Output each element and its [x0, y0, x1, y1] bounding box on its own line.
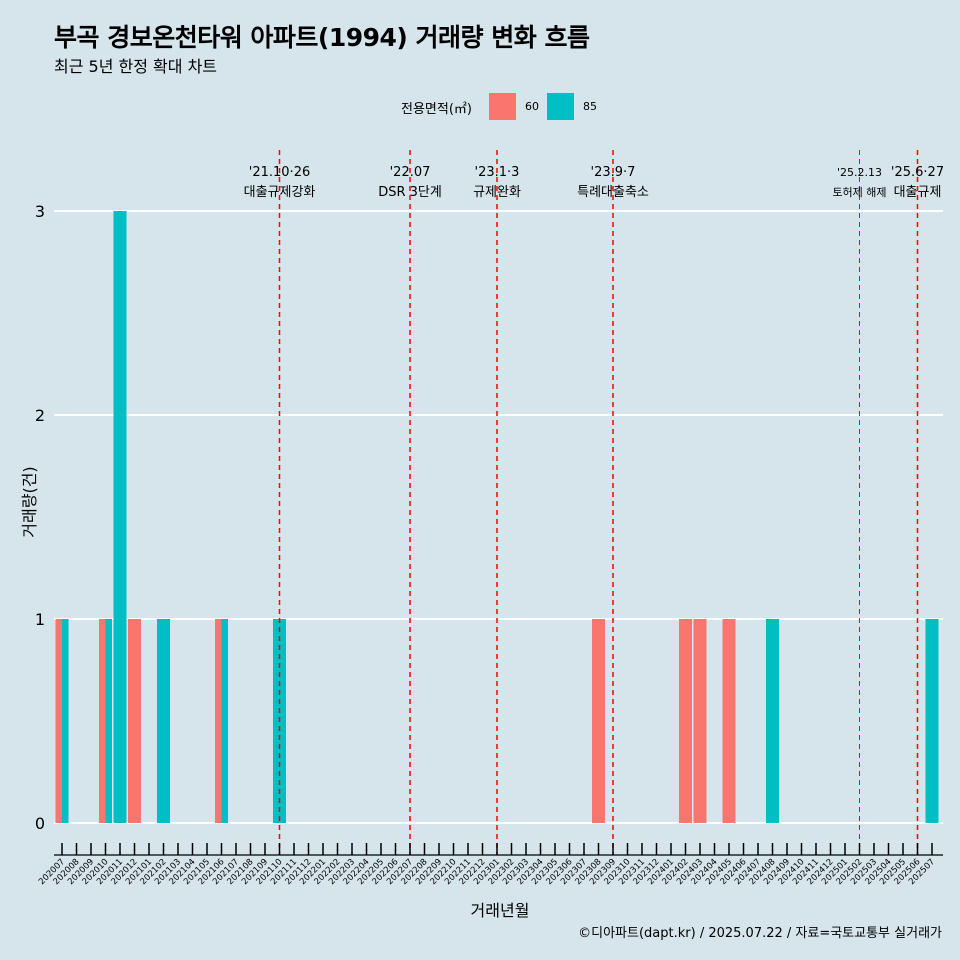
legend: 전용면적(㎡) 60 85 — [0, 93, 960, 121]
bar-85-202011 — [113, 211, 127, 823]
legend-key-85 — [547, 93, 574, 120]
event-date-202301: '23.1·3 — [475, 165, 520, 180]
chart-title: 부곡 경보온천타워 아파트(1994) 거래량 변화 흐름 — [54, 23, 590, 52]
event-date-202309: '23.9·7 — [591, 165, 636, 180]
event-date-202502: '25.2.13 — [837, 166, 882, 179]
bar-60-202405 — [722, 619, 736, 823]
bar-85-202106 — [221, 619, 228, 823]
event-date-202506: '25.6·27 — [891, 165, 944, 180]
legend-label-85: 85 — [583, 100, 597, 113]
event-date-202110: '21.10·26 — [249, 165, 310, 180]
bar-60-202402 — [679, 619, 692, 823]
caption: ©디아파트(dapt.kr) / 2025.07.22 / 자료=국토교통부 실… — [578, 926, 942, 941]
event-label-202110: 대출규제강화 — [244, 185, 316, 200]
bar-60-202012 — [128, 619, 141, 823]
event-label-202506: 대출규제 — [894, 185, 942, 200]
bar-60-202403 — [693, 619, 707, 823]
legend-label-60: 60 — [525, 100, 539, 113]
x-axis-label: 거래년월 — [470, 901, 530, 920]
event-date-202207: '22.07 — [390, 165, 431, 180]
bar-85-202507 — [925, 619, 939, 823]
legend-key-60 — [489, 93, 516, 120]
y-tick-label-3: 3 — [35, 202, 45, 221]
bar-85-202102 — [157, 619, 170, 823]
y-axis-label: 거래량(건) — [20, 466, 39, 538]
bar-85-202010 — [105, 619, 112, 823]
bar-60-202007 — [55, 619, 62, 823]
bar-85-202007 — [62, 619, 69, 823]
bar-60-202106 — [215, 619, 222, 823]
y-tick-label-2: 2 — [35, 406, 45, 425]
event-label-202301: 규제완화 — [473, 185, 521, 200]
event-label-202309: 특례대출축소 — [577, 185, 649, 200]
y-tick-label-1: 1 — [35, 610, 45, 629]
event-label-202502: 토허제 해제 — [832, 185, 886, 199]
bar-85-202408 — [766, 619, 779, 823]
chart-subtitle: 최근 5년 한정 확대 차트 — [54, 57, 218, 76]
y-tick-label-0: 0 — [35, 814, 45, 833]
event-label-202207: DSR 3단계 — [378, 185, 442, 200]
bar-60-202308 — [592, 619, 605, 823]
legend-title: 전용면적(㎡) — [401, 102, 472, 117]
bar-60-202010 — [99, 619, 106, 823]
